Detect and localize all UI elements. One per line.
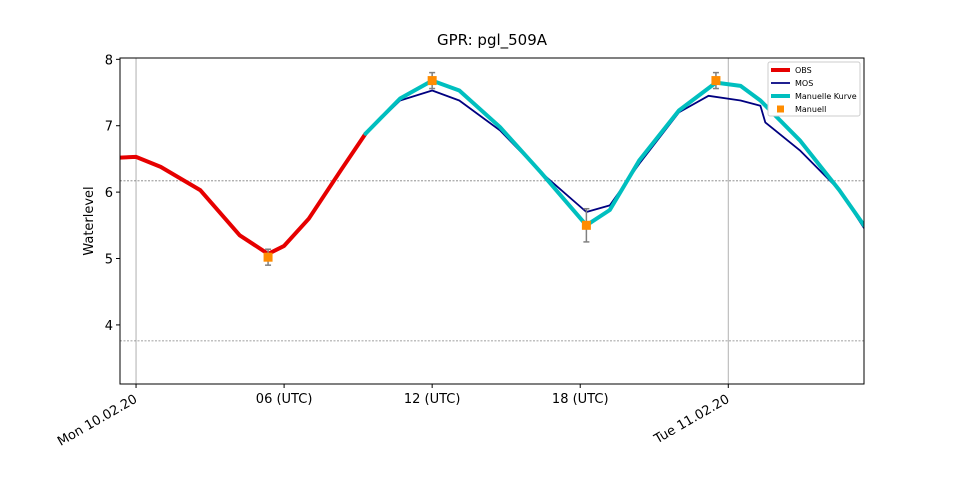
y-axis-label: Waterlevel xyxy=(82,186,97,255)
plot xyxy=(120,71,864,266)
legend-label: MOS xyxy=(795,79,813,88)
legend-marker xyxy=(777,105,784,113)
y-tick-label: 6 xyxy=(105,186,113,201)
x-tick-label: Mon 10.02.20 xyxy=(55,392,140,450)
legend-label: OBS xyxy=(795,66,812,75)
y-tick-label: 4 xyxy=(105,319,113,334)
y-tick-label: 8 xyxy=(105,53,113,68)
y-tick-label: 5 xyxy=(105,253,113,268)
y-tick-label: 7 xyxy=(105,120,113,135)
axes-frame xyxy=(119,57,865,385)
marker xyxy=(263,252,273,262)
x-tick-label: 18 (UTC) xyxy=(552,392,609,407)
x-tick-label: 06 (UTC) xyxy=(256,392,313,407)
marker xyxy=(711,76,721,86)
marker xyxy=(581,220,591,230)
legend-label: Manuell xyxy=(795,105,826,114)
legend-label: Manuelle Kurve xyxy=(795,92,857,101)
x-tick-label: Tue 11.02.20 xyxy=(651,392,732,448)
series-line xyxy=(120,131,368,256)
x-tick-label: 12 (UTC) xyxy=(404,392,461,407)
legend-box xyxy=(767,61,861,117)
chart-title: GPR: pgl_509A xyxy=(437,31,548,50)
legend: OBS MOS Manuelle Kurve Manuell xyxy=(767,61,861,117)
series-line xyxy=(363,78,864,228)
marker xyxy=(427,76,437,86)
